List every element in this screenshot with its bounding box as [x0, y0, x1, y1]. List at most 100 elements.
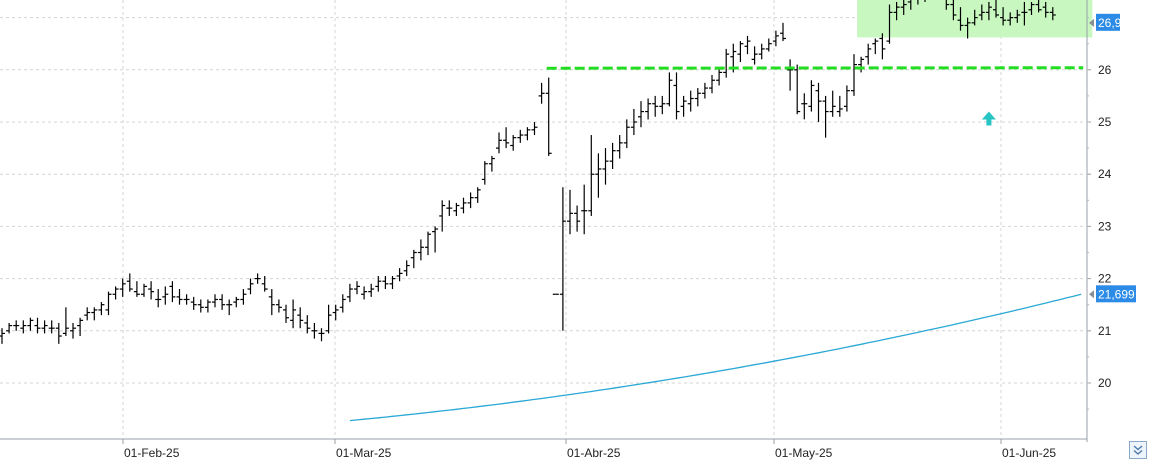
ohlc-bar [410, 249, 417, 269]
ohlc-bar [432, 226, 439, 253]
ohlc-bar [368, 283, 375, 297]
ohlc-bar [141, 283, 147, 297]
ohlc-bar [254, 273, 261, 284]
ohlc-bar [70, 322, 76, 339]
ohlc-bar [638, 101, 644, 128]
moving-average-path [349, 293, 1082, 422]
y-tick-label: 25 [1098, 115, 1112, 129]
y-tick-label: 26 [1098, 63, 1112, 77]
ohlc-bar [758, 43, 765, 60]
ohlc-bar [219, 294, 226, 310]
ohlc-bar [382, 275, 389, 290]
ohlc-bar [985, 1, 992, 21]
ohlc-bar [261, 275, 268, 292]
ohlc-bar [91, 307, 98, 321]
ohlc-bar [446, 200, 453, 216]
ohlc-bar [460, 197, 467, 214]
ohlc-bar [354, 281, 360, 295]
ohlc-bar [41, 320, 48, 334]
ohlc-bar [616, 135, 623, 159]
ohlc-bar [652, 95, 659, 117]
ohlc-bar [325, 304, 332, 334]
ohlc-bar [212, 294, 218, 308]
ohlc-bar [20, 320, 27, 334]
ohlc-bar [917, 0, 919, 5]
ohlc-bar [6, 322, 13, 334]
ohlc-bar [389, 275, 396, 290]
ohlc-bar [630, 108, 637, 136]
ohlc-bar [247, 278, 254, 295]
ohlc-bar [27, 317, 34, 331]
ohlc-bar [84, 307, 91, 321]
ohlc-bar [481, 161, 488, 185]
ohlc-bar [751, 46, 758, 65]
ohlc-bar [98, 302, 105, 316]
ohlc-bar [105, 291, 112, 316]
ohlc-bar [496, 132, 502, 154]
price-tag-label: 26,9 [1098, 16, 1122, 30]
ohlc-bar [780, 22, 786, 42]
ohlc-bar [858, 56, 865, 73]
x-tick-label: 01-Mar-25 [336, 446, 392, 460]
ohlc-bar [1007, 12, 1014, 26]
ohlc-bar [453, 202, 460, 216]
ohlc-bar [581, 184, 588, 235]
ohlc-bar [879, 33, 886, 60]
ohlc-bar [332, 304, 339, 321]
ohlc-bar [950, 0, 957, 21]
ohlc-bar [190, 296, 197, 310]
ohlc-bar [375, 275, 382, 292]
ohlc-bar [1014, 9, 1021, 23]
x-tick-label: 01-May-25 [775, 446, 833, 460]
ohlc-bar [34, 317, 41, 334]
ohlc-bar [283, 304, 289, 323]
ohlc-bar [510, 135, 517, 151]
ohlc-bar [737, 41, 744, 62]
x-tick-label: 01-Feb-25 [124, 446, 180, 460]
ohlc-bar [439, 200, 446, 232]
ohlc-bar [801, 93, 808, 120]
ohlc-bar [538, 82, 545, 104]
ohlc-bar [503, 127, 510, 149]
x-tick-label: 01-Jun-25 [1002, 446, 1056, 460]
ohlc-bar [609, 142, 616, 169]
ohlc-bar [886, 4, 893, 44]
ohlc-bar [425, 231, 431, 256]
ohlc-bar [694, 88, 701, 107]
ohlc-bar [602, 148, 609, 185]
ohlc-bar [865, 43, 872, 65]
ohlc-bar [183, 294, 190, 305]
ohlc-bar [723, 48, 730, 78]
ohlc-bar [318, 328, 325, 342]
ohlc-bar [155, 289, 162, 308]
ohlc-bar [233, 296, 240, 308]
ohlc-bar [169, 281, 176, 303]
ohlc-bar [1021, 1, 1028, 26]
ohlc-bar [467, 192, 474, 209]
ohlc-bar [346, 283, 353, 303]
ohlc-bar [765, 38, 772, 52]
ohlc-bar [907, 0, 912, 10]
ohlc-bar [176, 289, 183, 305]
ohlc-bar [62, 307, 69, 337]
price-bars [0, 0, 1056, 344]
ohlc-bar [133, 281, 140, 297]
ohlc-bar [716, 67, 723, 86]
ohlc-bar [545, 77, 552, 156]
ohlc-bar [836, 95, 843, 117]
support-line [546, 66, 1084, 70]
ohlc-bar [680, 95, 687, 117]
y-tick-label: 23 [1098, 219, 1112, 233]
ohlc-bar [659, 95, 666, 115]
ohlc-bar [1049, 7, 1056, 21]
expand-icon[interactable] [1129, 441, 1147, 459]
moving-average-line [349, 293, 1082, 422]
ohlc-bar [148, 281, 155, 300]
grid-lines [0, 0, 1086, 438]
ohlc-bar [993, 0, 999, 18]
ohlc-bar [957, 7, 964, 31]
ohlc-bar [240, 289, 247, 305]
up-arrow-icon [981, 111, 996, 126]
